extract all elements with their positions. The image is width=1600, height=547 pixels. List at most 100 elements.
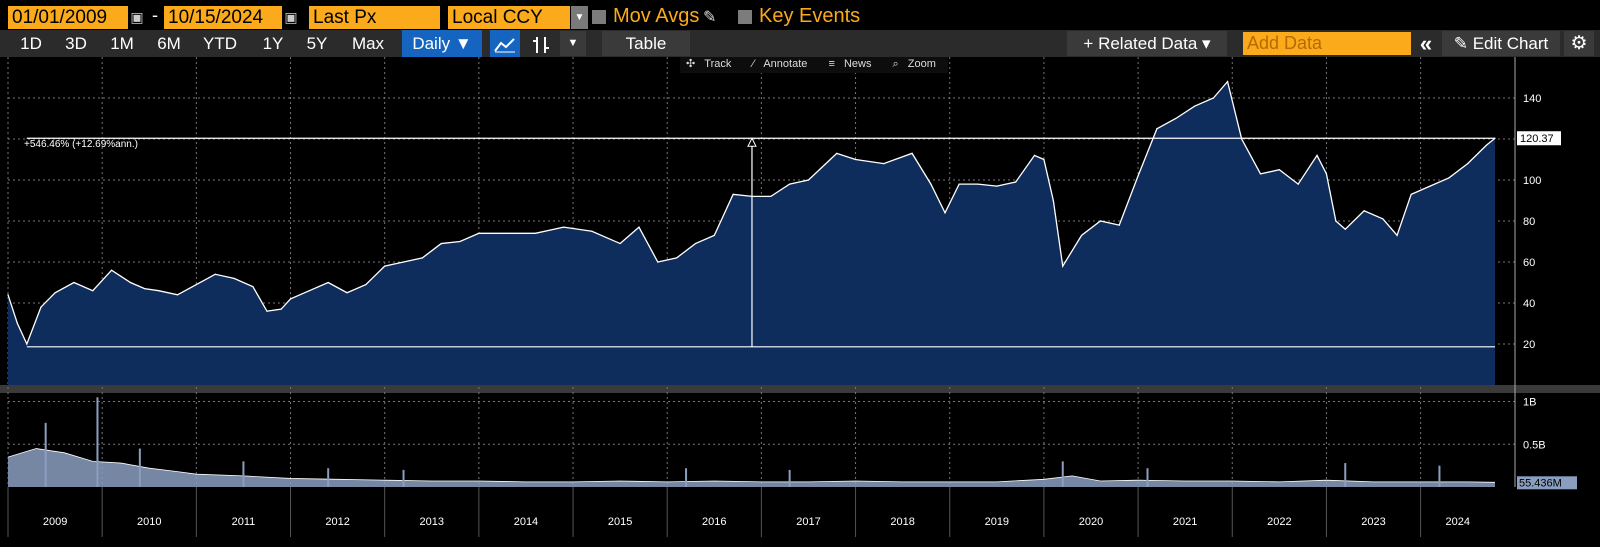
price-point — [1485, 144, 1488, 146]
price-point — [996, 185, 998, 187]
pencil-icon[interactable]: ✎ — [703, 9, 717, 26]
mov-avgs-label[interactable]: Mov Avgs — [613, 5, 700, 27]
year-label: 2024 — [1446, 516, 1470, 528]
price-point — [807, 179, 810, 181]
zoom-label: Zoom — [907, 58, 936, 70]
price-point — [40, 306, 42, 308]
price-point — [1156, 128, 1158, 130]
annotate-tool[interactable]: ⁄ Annotate — [752, 58, 808, 70]
last-volume-tag — [1517, 476, 1577, 490]
key-events-checkbox[interactable] — [738, 10, 752, 24]
price-point — [1080, 234, 1083, 236]
year-label: 2011 — [232, 516, 256, 528]
range-1y[interactable]: 1Y — [262, 34, 284, 53]
range-1d[interactable]: 1D — [20, 34, 42, 53]
price-point — [327, 281, 329, 284]
range-3d[interactable]: 3D — [65, 34, 87, 53]
price-point — [158, 290, 160, 292]
edit-pencil-icon: ✎ — [1453, 34, 1473, 53]
price-point — [930, 183, 932, 185]
price-point — [195, 283, 197, 286]
start-calendar-icon[interactable]: ▣ — [130, 9, 144, 25]
price-point — [440, 242, 442, 245]
price-point — [1448, 177, 1450, 179]
range-ytd[interactable]: YTD — [203, 34, 237, 53]
price-point — [1410, 193, 1412, 195]
price-point — [958, 183, 960, 185]
price-point — [1118, 224, 1120, 226]
price-tick-label: 40 — [1523, 298, 1535, 310]
candle-chart-icon[interactable] — [526, 30, 556, 57]
end-calendar-icon[interactable]: ▣ — [284, 9, 298, 25]
price-point — [266, 310, 268, 312]
collapse-icon[interactable]: « — [1419, 31, 1433, 56]
field-selector[interactable]: Last Px — [309, 6, 440, 29]
price-point — [92, 290, 94, 292]
volume-area — [8, 448, 1495, 487]
price-point — [143, 288, 146, 290]
price-point — [1344, 228, 1346, 230]
year-label: 2018 — [890, 516, 914, 528]
frequency-selector[interactable]: Daily ▼ — [402, 30, 482, 57]
related-data-button[interactable]: + Related Data ▾ — [1067, 31, 1227, 56]
year-label: 2017 — [796, 516, 820, 528]
track-label: Track — [704, 58, 732, 70]
chart-type-dropdown-icon[interactable]: ▼ — [560, 31, 586, 56]
price-point — [836, 152, 838, 154]
range-5y[interactable]: 5Y — [306, 34, 328, 53]
price-point — [770, 195, 772, 197]
price-point — [1226, 81, 1229, 83]
key-events-label[interactable]: Key Events — [759, 5, 861, 27]
price-point — [402, 261, 405, 263]
currency-selector[interactable]: Local CCY — [448, 6, 570, 29]
price-point — [365, 283, 367, 286]
price-point — [619, 242, 621, 245]
price-point — [694, 242, 697, 245]
gear-icon[interactable]: ⚙ — [1564, 31, 1594, 56]
price-point — [129, 281, 132, 284]
price-point — [1396, 234, 1398, 236]
last-volume-value: 55.436M — [1519, 477, 1562, 489]
range-1m[interactable]: 1M — [110, 34, 134, 53]
start-date-field[interactable]: 01/01/2009 — [8, 6, 128, 29]
price-point — [1052, 199, 1054, 202]
last-price-value: 120.37 — [1520, 133, 1554, 145]
year-label: 2023 — [1361, 516, 1385, 528]
last-price-tag — [1517, 131, 1561, 146]
price-point — [346, 292, 348, 294]
range-6m[interactable]: 6M — [157, 34, 181, 53]
edit-chart-label: Edit Chart — [1472, 34, 1549, 53]
price-point — [657, 261, 659, 263]
price-point — [1193, 105, 1196, 107]
track-tool[interactable]: ✣ Track — [686, 58, 732, 70]
price-point — [1015, 181, 1017, 183]
price-point — [1212, 97, 1215, 99]
range-max[interactable]: Max — [351, 34, 385, 53]
price-point — [26, 343, 28, 345]
news-tool[interactable]: ≡ News — [828, 58, 872, 70]
line-chart-icon[interactable] — [490, 30, 520, 57]
price-point — [73, 281, 75, 284]
year-label: 2012 — [325, 516, 349, 528]
price-point — [176, 294, 179, 296]
price-tick-label: 80 — [1523, 216, 1535, 228]
price-tick-label: 20 — [1523, 339, 1535, 351]
mov-avgs-checkbox[interactable] — [592, 10, 606, 24]
price-point — [883, 163, 885, 165]
edit-chart-button[interactable]: ✎ Edit Chart — [1442, 31, 1560, 56]
price-point — [1043, 158, 1045, 161]
add-data-input[interactable]: Add Data — [1243, 32, 1411, 55]
price-volume-chart[interactable]: 204060801001201401B0.5B+546.46% (+12.69%… — [0, 57, 1600, 547]
price-point — [1175, 117, 1177, 120]
table-button[interactable]: Table — [602, 31, 690, 56]
annotate-label: Annotate — [763, 58, 808, 70]
price-point — [1316, 154, 1318, 156]
zoom-tool[interactable]: ⌕ Zoom — [892, 58, 936, 70]
price-point — [1278, 169, 1280, 171]
end-date-field[interactable]: 10/15/2024 — [164, 6, 282, 29]
date-separator: - — [152, 5, 158, 25]
price-point — [280, 308, 282, 310]
price-point — [1335, 220, 1337, 222]
year-label: 2016 — [702, 516, 726, 528]
currency-dropdown-icon[interactable]: ▼ — [571, 6, 588, 29]
